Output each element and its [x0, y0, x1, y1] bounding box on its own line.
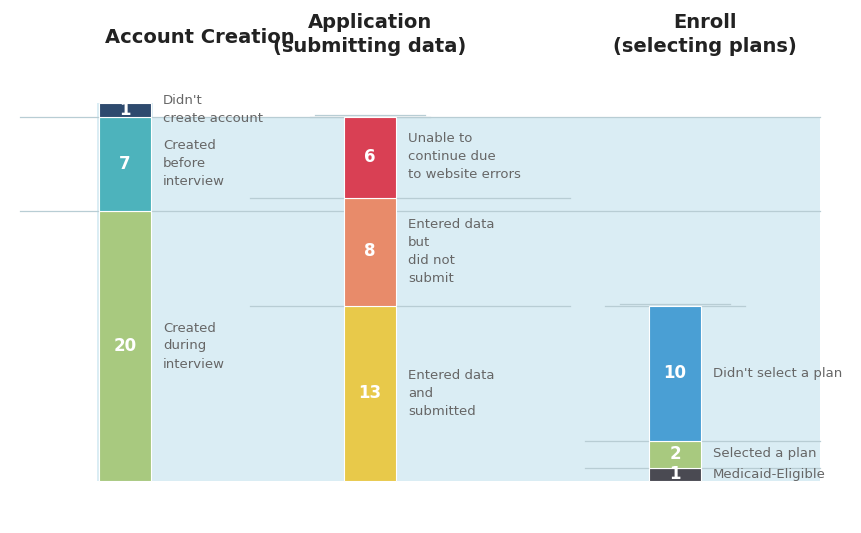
Text: 8: 8 — [364, 243, 375, 261]
Text: Medicaid-Eligible: Medicaid-Eligible — [712, 468, 825, 481]
Bar — [648, 440, 700, 467]
Text: Selected a plan: Selected a plan — [712, 448, 815, 461]
Bar — [648, 305, 700, 440]
Text: 10: 10 — [663, 364, 685, 382]
Bar — [151, 117, 819, 481]
Text: 2: 2 — [668, 445, 680, 463]
Text: 6: 6 — [364, 148, 375, 166]
Bar — [344, 198, 395, 305]
Bar — [99, 103, 151, 117]
Bar — [344, 117, 395, 198]
Text: Didn't
create account: Didn't create account — [163, 94, 263, 125]
Bar — [648, 467, 700, 481]
Text: Entered data
but
did not
submit: Entered data but did not submit — [407, 218, 494, 285]
Bar — [99, 117, 151, 211]
Bar — [97, 103, 152, 481]
Text: Account Creation: Account Creation — [105, 28, 294, 47]
Text: Enroll
(selecting plans): Enroll (selecting plans) — [612, 13, 796, 55]
Text: Entered data
and
submitted: Entered data and submitted — [407, 369, 494, 418]
Text: Created
during
interview: Created during interview — [163, 321, 225, 370]
Text: 1: 1 — [668, 465, 680, 483]
Text: Created
before
interview: Created before interview — [163, 139, 225, 188]
Bar — [344, 305, 395, 481]
Text: 13: 13 — [358, 384, 381, 402]
Text: 20: 20 — [114, 337, 136, 355]
Bar — [99, 211, 151, 481]
Text: Didn't select a plan: Didn't select a plan — [712, 367, 841, 379]
Text: Application
(submitting data): Application (submitting data) — [273, 13, 466, 55]
Text: 1: 1 — [119, 101, 131, 119]
Text: 7: 7 — [119, 155, 131, 173]
Text: Unable to
continue due
to website errors: Unable to continue due to website errors — [407, 133, 520, 182]
